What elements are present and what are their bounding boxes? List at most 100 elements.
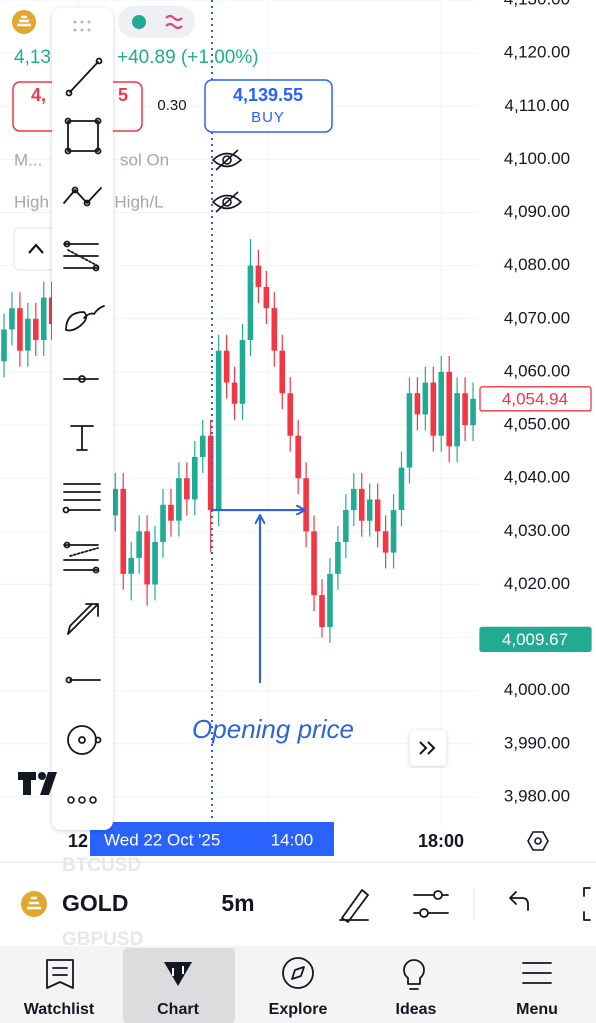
price-tick-label: 4,080.00	[504, 255, 570, 274]
candle-body	[144, 531, 150, 585]
candle-body	[327, 573, 333, 627]
symbol[interactable]: GOLD	[62, 890, 128, 916]
parallel-lines-tool[interactable]	[62, 483, 101, 514]
candle-body	[215, 350, 222, 511]
nav-label[interactable]: Menu	[516, 1001, 558, 1018]
status-pill[interactable]	[118, 6, 195, 38]
bottom-nav: Watchlist Chart Explore Ideas Menu	[0, 946, 596, 1023]
candle-body	[358, 488, 365, 521]
spread: 0.30	[157, 97, 186, 114]
candle-body	[207, 435, 214, 511]
toolbar-panel	[52, 8, 113, 830]
nav-label[interactable]: Explore	[269, 1001, 328, 1018]
price-tick-label: 4,000.00	[504, 680, 570, 699]
tv-logo	[18, 772, 57, 795]
settings-icon-center	[534, 837, 542, 845]
brush-tool[interactable]	[65, 305, 105, 332]
nav-selected	[123, 948, 235, 1023]
settings-icon[interactable]	[527, 831, 549, 851]
candle-body	[374, 499, 381, 532]
menu-icon	[522, 962, 552, 984]
measure-tool[interactable]	[67, 725, 102, 755]
candle-body	[263, 286, 270, 309]
line-tool[interactable]	[65, 676, 101, 684]
chart-icon	[164, 962, 192, 986]
crosshair-time: 14:00	[271, 830, 314, 849]
drag-handle	[73, 20, 91, 32]
forecast-tool[interactable]	[63, 541, 100, 574]
candle-body	[271, 308, 278, 351]
candle-body	[287, 393, 293, 436]
candle-body	[231, 382, 238, 404]
candle-body	[128, 557, 134, 574]
price-tag-label: 4,054.94	[502, 389, 568, 408]
candle-body	[319, 595, 325, 627]
time-label: 12	[68, 831, 88, 851]
price-tick-label: 4,070.00	[504, 308, 570, 327]
price-tick-label: 4,050.00	[504, 415, 570, 434]
path-tool[interactable]	[63, 186, 102, 207]
candle-body	[176, 478, 182, 521]
candle-body	[303, 478, 309, 532]
candle-body	[247, 265, 254, 341]
price-change: +40.89 (+1.00%)	[117, 47, 259, 68]
candle-body	[255, 265, 262, 287]
fib-tool[interactable]	[63, 240, 100, 272]
scroll-to-realtime[interactable]	[410, 730, 446, 766]
interval[interactable]: 5m	[221, 890, 254, 916]
rectangle-tool[interactable]	[64, 117, 102, 155]
candle-body	[48, 297, 55, 325]
symbol-watermark: BTCUSD	[62, 855, 141, 876]
symbol-watermark: GBPUSD	[62, 929, 143, 950]
indicator-name: ) High/L	[104, 192, 164, 211]
price-tick-label: 3,980.00	[504, 786, 570, 805]
candle-body	[438, 371, 445, 436]
candle-body	[343, 510, 349, 542]
candle-body	[446, 371, 452, 447]
sell-price-end: 5	[118, 85, 128, 105]
candle-body	[152, 541, 158, 585]
candle-body	[406, 393, 413, 468]
double-chevron	[419, 741, 436, 755]
buy-button[interactable]	[204, 79, 333, 133]
price-tick-label: 4,020.00	[504, 574, 570, 593]
drawing-icon[interactable]	[339, 889, 369, 923]
price-tag	[479, 386, 592, 412]
price-tick-label: 4,040.00	[504, 468, 570, 487]
trend-line-tool[interactable]	[65, 57, 103, 97]
price-tick-label: 4,060.00	[504, 361, 570, 380]
candle-body	[9, 308, 15, 330]
collapse-button[interactable]	[13, 227, 59, 271]
horizontal-ray-tool[interactable]	[63, 375, 99, 383]
candle-body	[25, 318, 31, 351]
candle-body	[335, 541, 341, 574]
candle-body	[470, 398, 476, 426]
text-tool[interactable]	[70, 425, 94, 451]
indicator-name: sol On	[120, 150, 169, 169]
nav-label[interactable]: Chart	[157, 1001, 199, 1018]
more-tools[interactable]	[67, 796, 97, 804]
candle-body	[422, 382, 429, 415]
candle-body	[17, 308, 23, 351]
candle-body	[160, 504, 166, 542]
hidden-eye-icon[interactable]	[211, 191, 243, 213]
watchlist-icon	[46, 959, 74, 989]
candle-body	[168, 504, 174, 521]
candle-body	[398, 467, 405, 511]
buy-label: BUY	[251, 109, 285, 126]
ideas-icon	[403, 959, 425, 990]
nav-label[interactable]: Ideas	[396, 1001, 437, 1018]
arrow-tool[interactable]	[67, 603, 99, 635]
indicators-icon[interactable]	[413, 890, 449, 918]
hidden-eye-icon[interactable]	[211, 149, 243, 171]
header: 4,13 +40.89 (+1.00%) 4, 5 0.30 4,139.55 …	[12, 6, 333, 271]
candles	[1, 239, 476, 643]
fullscreen-icon[interactable]	[583, 887, 591, 921]
nav-label[interactable]: Watchlist	[24, 1001, 95, 1018]
undo-icon[interactable]	[509, 891, 529, 911]
candle-body	[390, 510, 397, 553]
price-tick-label: 4,100.00	[504, 149, 570, 168]
price-tick-label: 4,030.00	[504, 521, 570, 540]
candle-body	[199, 435, 206, 457]
